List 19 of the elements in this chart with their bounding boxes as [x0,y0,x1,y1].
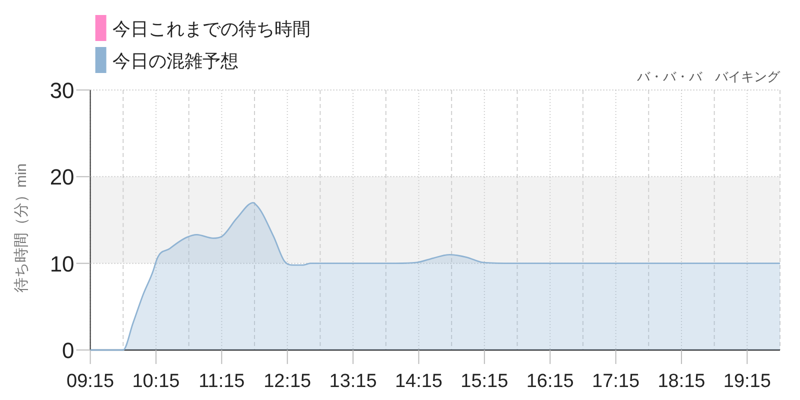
x-tick-label: 10:15 [132,371,180,392]
x-tick-label: 09:15 [66,371,114,392]
x-tick-label: 16:15 [526,371,574,392]
x-tick-label: 17:15 [592,371,640,392]
chart-title: バ・バ・バ バイキング [636,69,781,84]
x-tick-label: 13:15 [329,371,377,392]
x-tick-label: 18:15 [658,371,706,392]
x-tick-label: 11:15 [198,371,245,392]
y-axis-title: 待ち時間（分）min [13,163,30,293]
y-tick-label: 30 [50,78,74,103]
x-tick-label: 15:15 [460,371,508,392]
x-tick-label: 19:15 [723,371,771,392]
legend-label: 今日の混雑予想 [112,51,238,71]
x-tick-label: 12:15 [264,371,312,392]
x-tick-label: 14:15 [394,371,442,392]
legend-label: 今日これまでの待ち時間 [112,19,310,39]
y-tick-label: 0 [62,338,74,363]
y-tick-label: 20 [50,164,74,190]
y-tick-label: 10 [50,251,74,276]
